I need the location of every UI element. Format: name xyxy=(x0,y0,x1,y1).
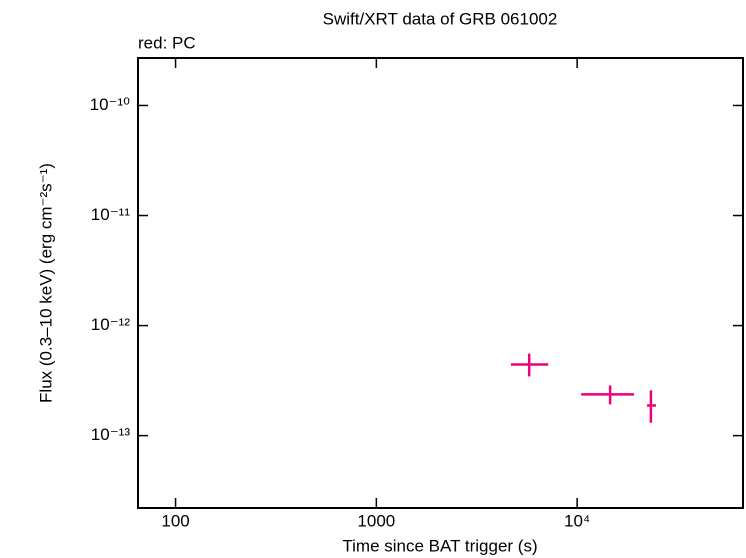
y-axis-label: Flux (0.3–10 keV) (erg cm⁻²s⁻¹) xyxy=(36,163,55,403)
chart-title: Swift/XRT data of GRB 061002 xyxy=(323,9,558,28)
x-tick-label: 1000 xyxy=(357,511,395,530)
y-tick-label: 10⁻¹³ xyxy=(91,425,131,444)
y-tick-label: 10⁻¹⁰ xyxy=(90,95,131,114)
chart-subtitle: red: PC xyxy=(138,33,196,52)
plot-frame xyxy=(137,57,744,509)
x-tick-label: 100 xyxy=(161,511,189,530)
y-tick-label: 10⁻¹¹ xyxy=(91,205,131,224)
x-tick-label: 10⁴ xyxy=(564,511,590,530)
y-tick-label: 10⁻¹² xyxy=(91,315,131,334)
x-axis-label: Time since BAT trigger (s) xyxy=(342,536,537,555)
